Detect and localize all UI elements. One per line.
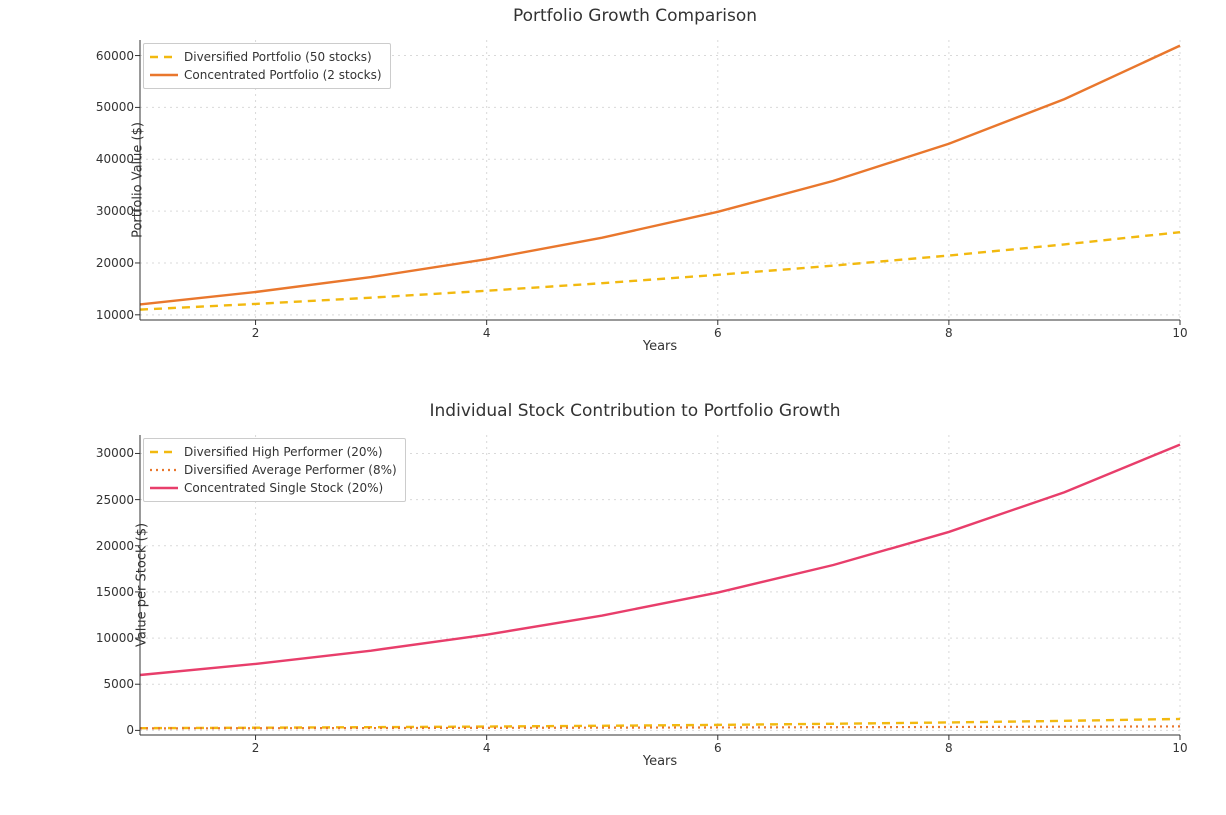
ytick-label: 5000	[103, 677, 134, 691]
xtick-label: 8	[945, 326, 953, 340]
legend: Diversified Portfolio (50 stocks) Concent…	[143, 43, 391, 89]
series-div-high	[140, 719, 1180, 728]
legend-item: Diversified Portfolio (50 stocks)	[150, 48, 382, 66]
chart-title: Individual Stock Contribution to Portfol…	[80, 401, 1190, 421]
legend-swatch	[150, 446, 178, 458]
xtick-label: 10	[1172, 741, 1187, 755]
xtick-label: 4	[483, 741, 491, 755]
xtick-label: 6	[714, 741, 722, 755]
x-axis-label: Years	[643, 339, 677, 354]
legend-item: Diversified Average Performer (8%)	[150, 461, 397, 479]
legend-label: Diversified High Performer (20%)	[184, 445, 383, 459]
series-diversified	[140, 232, 1180, 309]
legend-item: Concentrated Portfolio (2 stocks)	[150, 66, 382, 84]
ytick-label: 10000	[96, 631, 134, 645]
xtick-label: 2	[252, 326, 260, 340]
xtick-label: 2	[252, 741, 260, 755]
ytick-label: 0	[126, 723, 134, 737]
legend-swatch	[150, 482, 178, 494]
xtick-label: 4	[483, 326, 491, 340]
legend-label: Diversified Portfolio (50 stocks)	[184, 50, 372, 64]
subplot-portfolio-growth: Portfolio Growth Comparison Portfolio Va…	[80, 30, 1190, 360]
legend-label: Concentrated Single Stock (20%)	[184, 481, 383, 495]
ytick-label: 10000	[96, 308, 134, 322]
legend-label: Concentrated Portfolio (2 stocks)	[184, 68, 382, 82]
ytick-label: 20000	[96, 539, 134, 553]
ytick-label: 30000	[96, 204, 134, 218]
legend-swatch	[150, 69, 178, 81]
y-axis-label: Portfolio Value ($)	[130, 122, 145, 238]
x-axis-label: Years	[643, 754, 677, 769]
ytick-label: 25000	[96, 493, 134, 507]
ytick-label: 60000	[96, 49, 134, 63]
axes-area: Value per Stock ($) Years Diversified Hi…	[140, 435, 1180, 735]
legend-label: Diversified Average Performer (8%)	[184, 463, 397, 477]
axes-area: Portfolio Value ($) Years Diversified Po…	[140, 40, 1180, 320]
legend-swatch	[150, 464, 178, 476]
legend: Diversified High Performer (20%) Diversif…	[143, 438, 406, 502]
ytick-label: 50000	[96, 100, 134, 114]
chart-title: Portfolio Growth Comparison	[80, 6, 1190, 26]
xtick-label: 6	[714, 326, 722, 340]
legend-item: Concentrated Single Stock (20%)	[150, 479, 397, 497]
ytick-label: 15000	[96, 585, 134, 599]
xtick-label: 8	[945, 741, 953, 755]
ytick-label: 40000	[96, 152, 134, 166]
figure: Portfolio Growth Comparison Portfolio Va…	[0, 0, 1226, 815]
legend-swatch	[150, 51, 178, 63]
ytick-label: 20000	[96, 256, 134, 270]
y-axis-label: Value per Stock ($)	[135, 523, 150, 647]
ytick-label: 30000	[96, 446, 134, 460]
xtick-label: 10	[1172, 326, 1187, 340]
legend-item: Diversified High Performer (20%)	[150, 443, 397, 461]
subplot-stock-contribution: Individual Stock Contribution to Portfol…	[80, 425, 1190, 775]
